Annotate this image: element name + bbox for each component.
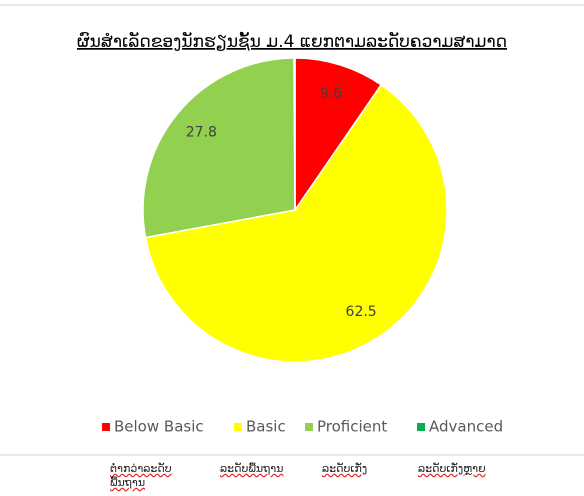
chart-title: ຜົນສຳເລັດຂອງນັກຮຽນຊັ້ນ ມ.4 ແຍກຕາມລະດັບຄວ… [77,30,507,52]
pie-slice [294,57,383,213]
footer-label: ລະດັບພື້ນຖານ [220,462,284,475]
legend-label: Basic [246,418,286,436]
footer-label: ລະດັບເກັ່ງຫຼາຍ [418,462,486,475]
data-label: 27.8 [186,124,217,140]
data-label: 62.5 [346,304,377,320]
footer-label: ຕ່ຳກວ່າລະດັບພື້ນຖານ [110,462,172,489]
pie-slice [293,57,296,211]
legend-label: Proficient [317,418,387,436]
pie-slice [142,57,296,239]
footer-label: ລະດັບເກັ່ງ [322,462,368,475]
legend-swatch [234,423,242,431]
legend-swatch [417,423,425,431]
legend-swatch [102,423,110,431]
data-label: 9.6 [320,86,342,102]
legend-swatch [305,423,313,431]
legend-label: Advanced [429,418,503,436]
pie-slice [144,83,448,363]
legend-label: Below Basic [114,418,204,436]
